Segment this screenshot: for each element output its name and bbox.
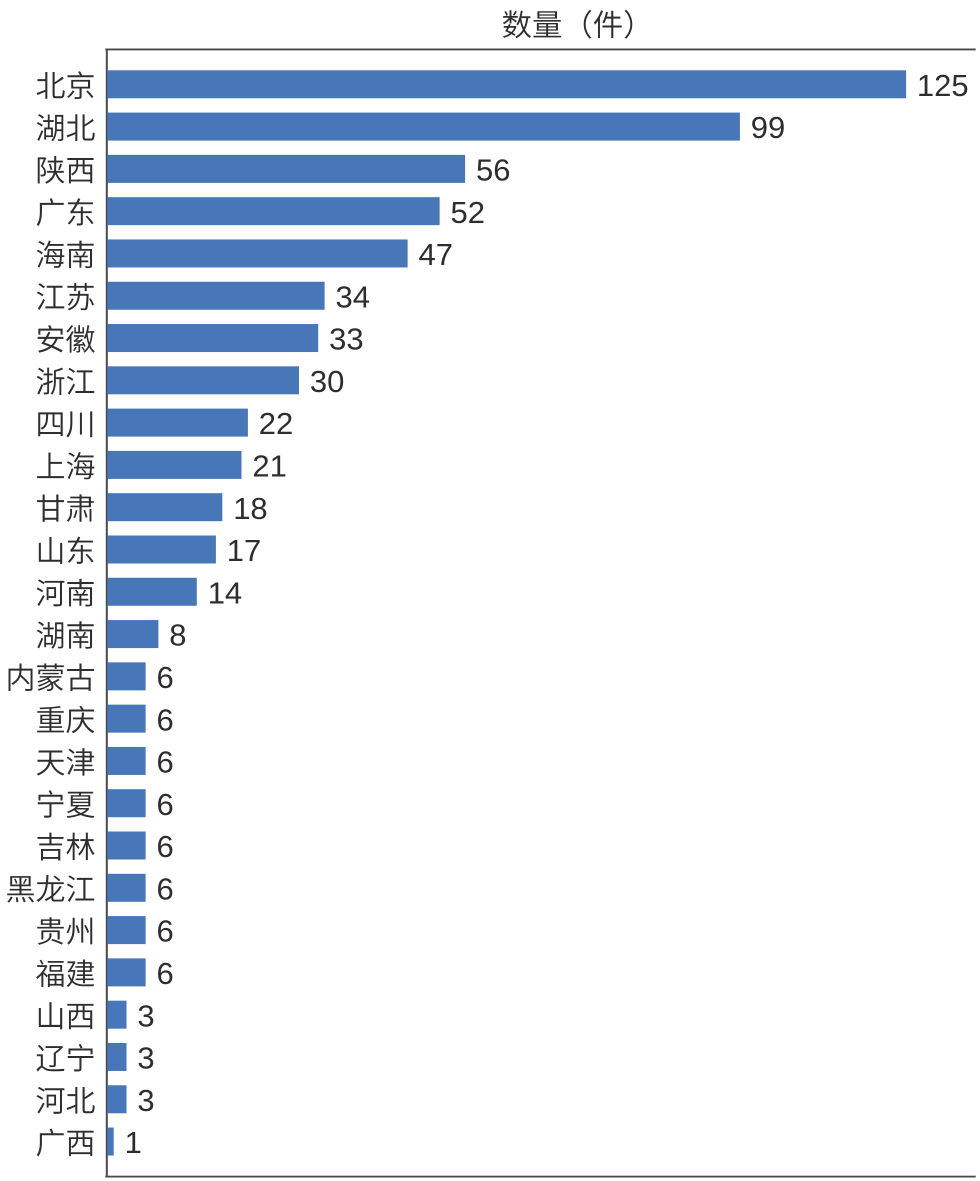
svg-text:6: 6 [157, 787, 174, 822]
svg-text:30: 30 [310, 364, 344, 399]
svg-text:6: 6 [157, 914, 174, 949]
svg-text:18: 18 [233, 491, 267, 526]
svg-text:34: 34 [336, 279, 370, 314]
svg-text:3: 3 [137, 1083, 154, 1118]
svg-text:3: 3 [137, 1041, 154, 1076]
svg-text:22: 22 [259, 406, 293, 441]
svg-text:14: 14 [208, 575, 242, 610]
svg-text:1: 1 [125, 1125, 142, 1160]
svg-text:3: 3 [137, 998, 154, 1033]
svg-text:6: 6 [157, 956, 174, 991]
svg-text:6: 6 [157, 702, 174, 737]
svg-text:47: 47 [419, 237, 453, 272]
svg-text:6: 6 [157, 660, 174, 695]
svg-text:8: 8 [169, 618, 186, 653]
svg-text:52: 52 [451, 195, 485, 230]
svg-text:6: 6 [157, 745, 174, 780]
svg-text:6: 6 [157, 871, 174, 906]
svg-text:6: 6 [157, 829, 174, 864]
svg-text:125: 125 [917, 68, 969, 103]
svg-text:99: 99 [751, 110, 785, 145]
svg-text:33: 33 [329, 322, 363, 357]
svg-text:17: 17 [227, 533, 261, 568]
svg-text:56: 56 [476, 152, 510, 187]
svg-text:21: 21 [252, 449, 286, 484]
